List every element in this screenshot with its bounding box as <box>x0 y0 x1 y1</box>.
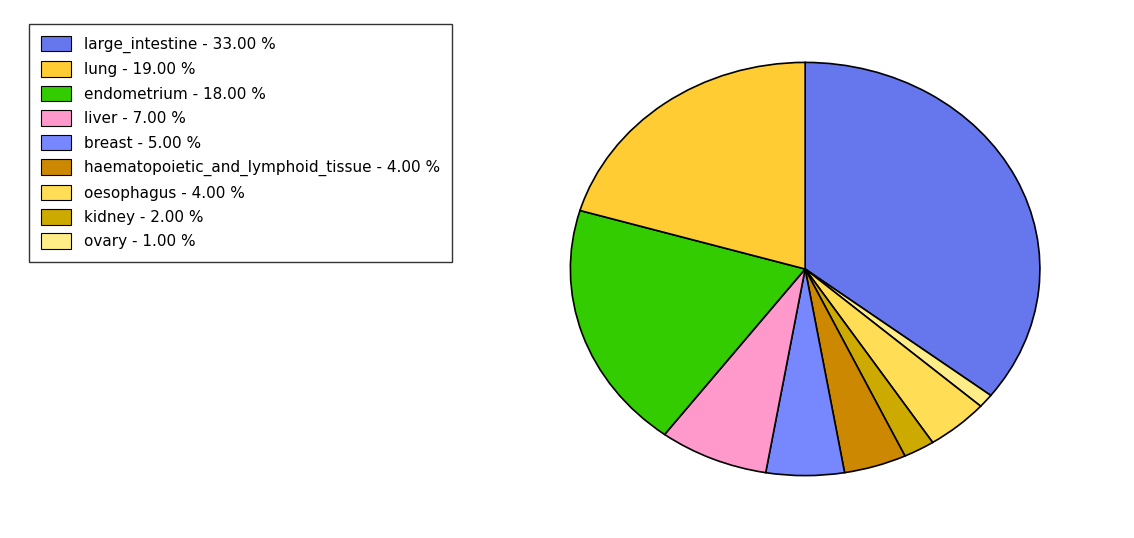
Wedge shape <box>579 62 805 269</box>
Legend: large_intestine - 33.00 %, lung - 19.00 %, endometrium - 18.00 %, liver - 7.00 %: large_intestine - 33.00 %, lung - 19.00 … <box>28 24 451 261</box>
Wedge shape <box>805 269 991 406</box>
Wedge shape <box>805 269 981 442</box>
Wedge shape <box>805 269 932 456</box>
Wedge shape <box>805 62 1040 395</box>
Wedge shape <box>665 269 805 473</box>
Wedge shape <box>805 269 905 473</box>
Wedge shape <box>570 210 805 435</box>
Wedge shape <box>765 269 845 476</box>
